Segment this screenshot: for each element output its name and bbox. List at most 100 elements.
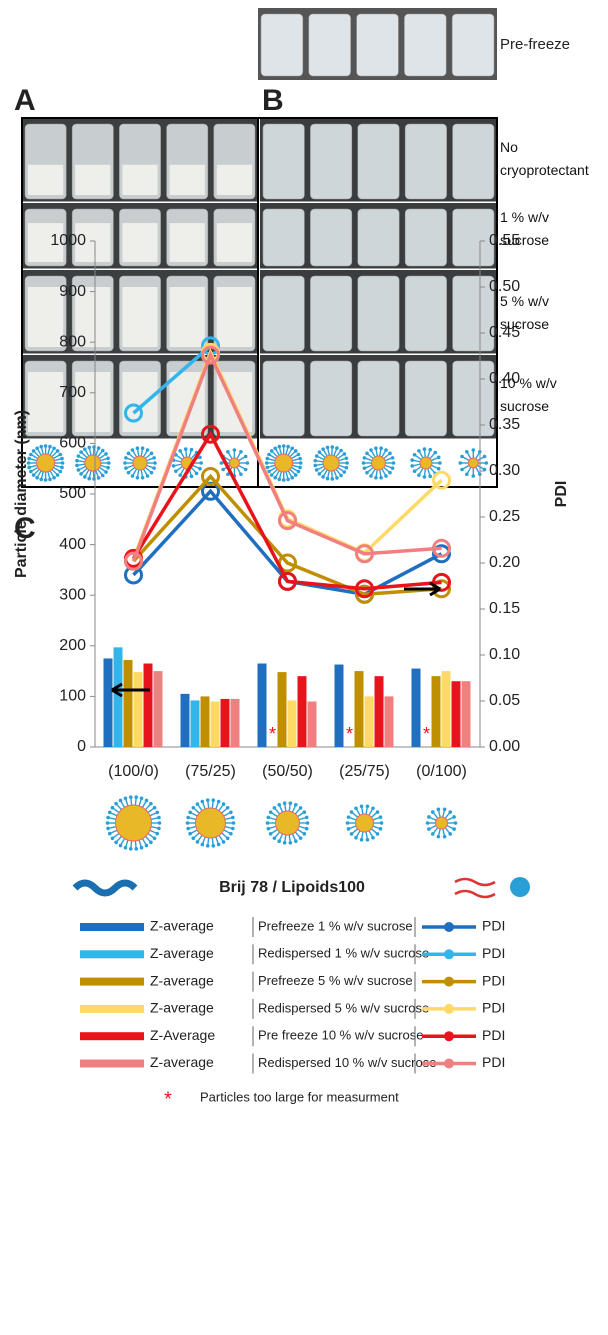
- x-tick-label: (50/50): [262, 763, 313, 780]
- icon-tail: [295, 832, 300, 837]
- icon-head: [104, 470, 108, 474]
- icon-head: [131, 448, 135, 452]
- icon-core: [37, 454, 55, 472]
- icon-head: [266, 821, 270, 825]
- icon-core: [133, 456, 147, 470]
- jar: [405, 124, 446, 199]
- bar: [442, 671, 451, 747]
- icon-head: [428, 448, 432, 452]
- jar: [263, 209, 304, 266]
- icon-tail: [433, 813, 437, 818]
- icon-head: [417, 449, 421, 453]
- icon-tail: [352, 829, 357, 833]
- icon-head: [195, 472, 199, 476]
- legend-marker: [444, 1031, 454, 1041]
- icon-core: [85, 455, 101, 471]
- icon-head: [366, 804, 370, 808]
- icon-head: [448, 810, 452, 814]
- icon-head: [343, 470, 347, 474]
- icon-tail: [445, 813, 449, 818]
- icon-head: [354, 836, 358, 840]
- x-tick-label: (75/25): [185, 763, 236, 780]
- icon-tail: [225, 818, 232, 820]
- y2-tick-label: 0.00: [489, 738, 520, 755]
- icon-tail: [285, 835, 286, 842]
- icon-core: [436, 817, 448, 829]
- panel-letter: B: [262, 84, 284, 117]
- icon-tail: [447, 817, 453, 820]
- icon-head: [294, 473, 298, 477]
- jar: [310, 361, 351, 436]
- icon-tail: [332, 471, 333, 478]
- icon-head: [77, 454, 81, 458]
- cake: [217, 287, 252, 347]
- icon-head: [124, 456, 128, 460]
- icon-head: [299, 461, 303, 465]
- icon-head: [269, 810, 273, 814]
- legend-condition: Redispersed 1 % w/v sucrose: [258, 946, 429, 961]
- icon-head: [186, 827, 190, 831]
- icon-core: [196, 808, 226, 838]
- y2-tick-label: 0.30: [489, 462, 520, 479]
- icon-head: [391, 466, 395, 470]
- bar: [221, 699, 230, 747]
- bar: [365, 696, 374, 747]
- icon-tail: [289, 804, 290, 811]
- icon-tail: [219, 805, 223, 811]
- icon-head: [221, 468, 225, 472]
- icon-tail: [198, 835, 202, 841]
- y2-tick-label: 0.05: [489, 692, 520, 709]
- icon-tail: [111, 830, 117, 833]
- icon-head: [35, 446, 39, 450]
- icon-head: [106, 827, 110, 831]
- icon-head: [443, 835, 447, 839]
- icon-head: [369, 474, 373, 478]
- jar: [310, 209, 351, 266]
- icon-tail: [369, 809, 373, 815]
- icon-core: [275, 454, 293, 472]
- legend-condition: Prefreeze 5 % w/v sucrose: [258, 973, 413, 988]
- jar: [263, 361, 304, 436]
- icon-tail: [109, 827, 116, 828]
- icon-tail: [425, 450, 426, 457]
- legend-condition: Prefreeze 1 % w/v sucrose: [258, 918, 413, 933]
- icon-head: [124, 796, 128, 800]
- jar: [453, 209, 494, 266]
- icon-tail: [224, 813, 230, 816]
- legend-label: PDI: [482, 1027, 505, 1043]
- icon-head: [350, 832, 354, 836]
- icon-head: [188, 811, 192, 815]
- icon-head: [35, 476, 39, 480]
- icon-head: [339, 449, 343, 453]
- icon-head: [60, 457, 64, 461]
- icon-tail: [146, 804, 151, 809]
- legend-label: Z-average: [150, 972, 214, 988]
- cake: [170, 165, 205, 195]
- photos: [22, 8, 497, 487]
- icon-tail: [191, 813, 197, 816]
- bar: [452, 681, 461, 747]
- icon-tail: [295, 809, 300, 814]
- icon-head: [267, 827, 271, 831]
- row-label: 1 % w/v sucrose: [500, 206, 575, 252]
- y-tick-label: 0: [77, 738, 86, 755]
- icon-tail: [93, 448, 94, 455]
- icon-tail: [135, 798, 136, 805]
- icon-head: [269, 832, 273, 836]
- icon-head: [244, 455, 248, 459]
- icon-head: [206, 798, 210, 802]
- icon-tail: [285, 804, 286, 811]
- icon-head: [222, 840, 226, 844]
- icon-head: [413, 453, 417, 457]
- icon-head: [345, 466, 349, 470]
- missing-marker: *: [346, 724, 353, 744]
- icon-head: [354, 806, 358, 810]
- icon-tail: [292, 806, 295, 812]
- icon-core: [276, 811, 300, 835]
- icon-tail: [117, 836, 122, 841]
- cake: [28, 287, 63, 347]
- icon-head: [231, 827, 235, 831]
- icon-head: [273, 806, 277, 810]
- icon-head: [452, 827, 456, 831]
- icon-tail: [362, 807, 363, 814]
